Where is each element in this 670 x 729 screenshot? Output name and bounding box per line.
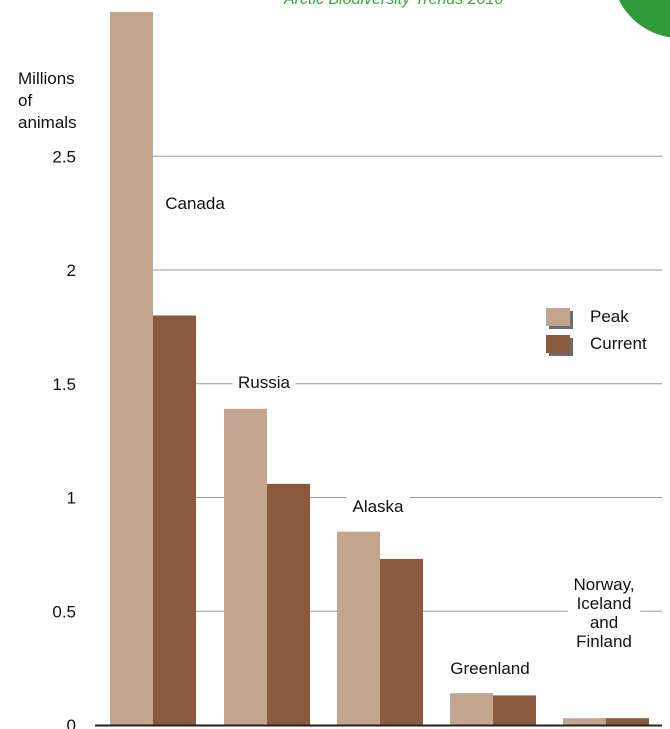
category-label: Russia xyxy=(238,373,291,392)
y-axis-label-line: of xyxy=(18,91,32,110)
bar-peak xyxy=(563,718,606,725)
bar-peak xyxy=(450,693,493,725)
y-tick-label: 0 xyxy=(67,716,76,729)
category-label-backing xyxy=(567,574,641,654)
bars xyxy=(110,12,649,725)
legend: Peak Current xyxy=(538,302,664,364)
y-tick-label: 0.5 xyxy=(52,602,76,621)
source-caption: Arctic Biodiversity Trends 2010 xyxy=(283,0,503,8)
category-labels: Canada Russia Alaska Greenland Norway,Icelan… xyxy=(163,193,641,681)
legend-label: Current xyxy=(590,334,647,353)
category-label-backing xyxy=(232,372,296,395)
legend-label: Peak xyxy=(590,307,629,326)
category-label: and xyxy=(590,613,618,632)
category-label-backing xyxy=(444,658,536,681)
legend-swatch xyxy=(546,308,570,326)
y-axis-label: Millions of animals xyxy=(18,69,77,132)
y-tick-labels: 0 0.5 1 1.5 2 2.5 xyxy=(52,147,76,729)
bar-current xyxy=(153,315,196,725)
category-label: Canada xyxy=(165,194,225,213)
category-label-backing xyxy=(346,496,410,519)
bar-peak xyxy=(110,12,153,725)
bar-current xyxy=(606,718,649,725)
y-axis-label-line: animals xyxy=(18,113,77,132)
bar-peak xyxy=(337,531,380,725)
category-label: Norway, xyxy=(573,575,634,594)
legend-swatch xyxy=(546,335,570,353)
bar-current xyxy=(267,483,310,725)
y-tick-label: 1 xyxy=(67,489,76,508)
category-label: Greenland xyxy=(450,659,529,678)
header-badge-logo xyxy=(618,0,670,38)
category-label: Alaska xyxy=(352,497,404,516)
bar-current xyxy=(493,695,536,725)
y-axis-label-line: Millions xyxy=(18,69,75,88)
y-tick-label: 2 xyxy=(67,261,76,280)
category-label: Iceland xyxy=(577,594,632,613)
bar-peak xyxy=(224,408,267,725)
category-label-backing xyxy=(163,193,227,216)
category-label: Finland xyxy=(576,632,632,651)
y-tick-label: 2.5 xyxy=(52,147,76,166)
bar-current xyxy=(380,558,423,725)
y-tick-label: 1.5 xyxy=(52,375,76,394)
